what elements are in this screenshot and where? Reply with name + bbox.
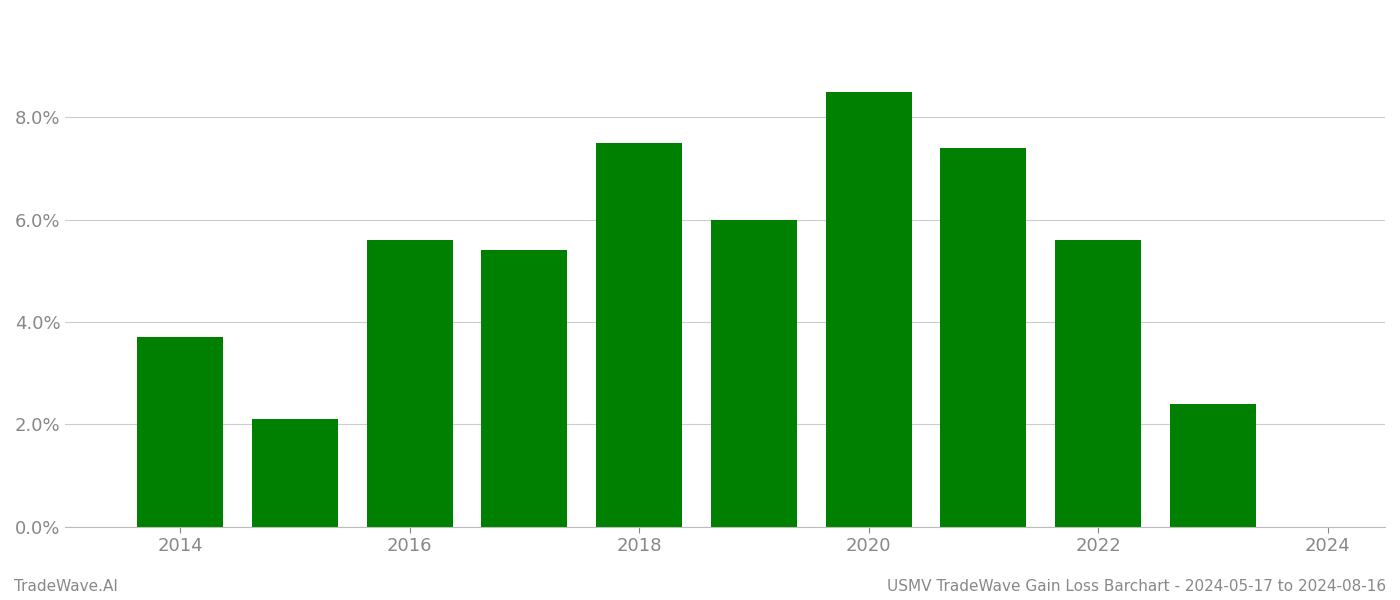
Text: TradeWave.AI: TradeWave.AI bbox=[14, 579, 118, 594]
Bar bbox=[1056, 240, 1141, 527]
Bar bbox=[596, 143, 682, 527]
Bar bbox=[252, 419, 337, 527]
Bar bbox=[137, 337, 223, 527]
Text: USMV TradeWave Gain Loss Barchart - 2024-05-17 to 2024-08-16: USMV TradeWave Gain Loss Barchart - 2024… bbox=[886, 579, 1386, 594]
Bar bbox=[482, 250, 567, 527]
Bar bbox=[1170, 404, 1256, 527]
Bar bbox=[367, 240, 452, 527]
Bar bbox=[711, 220, 797, 527]
Bar bbox=[941, 148, 1026, 527]
Bar bbox=[826, 92, 911, 527]
